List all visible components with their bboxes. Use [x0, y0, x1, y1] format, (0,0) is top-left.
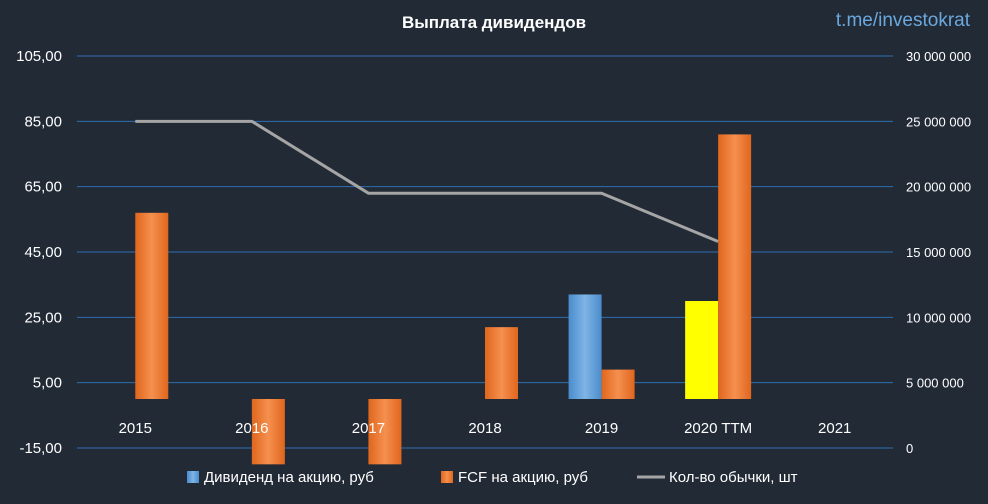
bar-fcf [485, 327, 518, 399]
y-left-tick-label: 5,00 [33, 375, 62, 392]
y-left-tick-label: -15,00 [19, 440, 62, 457]
bar-fcf [718, 134, 752, 399]
y-right-tick-label: 25 000 000 [906, 114, 971, 129]
bar-dividend [685, 301, 719, 399]
bar-fcf [368, 399, 402, 465]
watermark: t.me/investokrat [835, 10, 970, 31]
y-right-tick-label: 30 000 000 [906, 49, 971, 64]
y-right-tick-label: 5 000 000 [906, 376, 964, 391]
x-tick-label: 2019 [585, 420, 618, 437]
x-tick-label: 2016 [235, 420, 268, 437]
chart-title: Выплата дивидендов [401, 13, 587, 32]
legend-swatch [441, 471, 453, 483]
line-shares-outstanding [135, 119, 719, 243]
legend-swatch [187, 471, 199, 483]
legend-label: Кол-во обычки, шт [669, 469, 798, 486]
y-left-tick-label: 65,00 [24, 179, 62, 196]
legend-label: Дивиденд на акцию, руб [204, 469, 374, 486]
bar-dividend [568, 294, 602, 399]
x-tick-label: 2021 [818, 420, 851, 437]
y-right-tick-label: 20 000 000 [906, 180, 971, 195]
x-tick-label: 2020 TTM [684, 420, 752, 437]
y-right-tick-label: 10 000 000 [906, 310, 971, 325]
legend-label: FCF на акцию, руб [458, 469, 588, 486]
y-left-tick-label: 105,00 [16, 48, 62, 65]
bar-fcf [135, 212, 169, 399]
y-right-tick-label: 0 [906, 441, 913, 456]
x-tick-label: 2018 [468, 420, 501, 437]
y-left-tick-label: 45,00 [24, 244, 62, 261]
x-tick-label: 2017 [352, 420, 385, 437]
bar-fcf [601, 369, 635, 399]
y-left-tick-label: 25,00 [24, 309, 62, 326]
x-tick-label: 2015 [119, 420, 152, 437]
bar-fcf [251, 399, 285, 465]
y-right-tick-label: 15 000 000 [906, 245, 971, 260]
y-left-tick-label: 85,00 [24, 113, 62, 130]
